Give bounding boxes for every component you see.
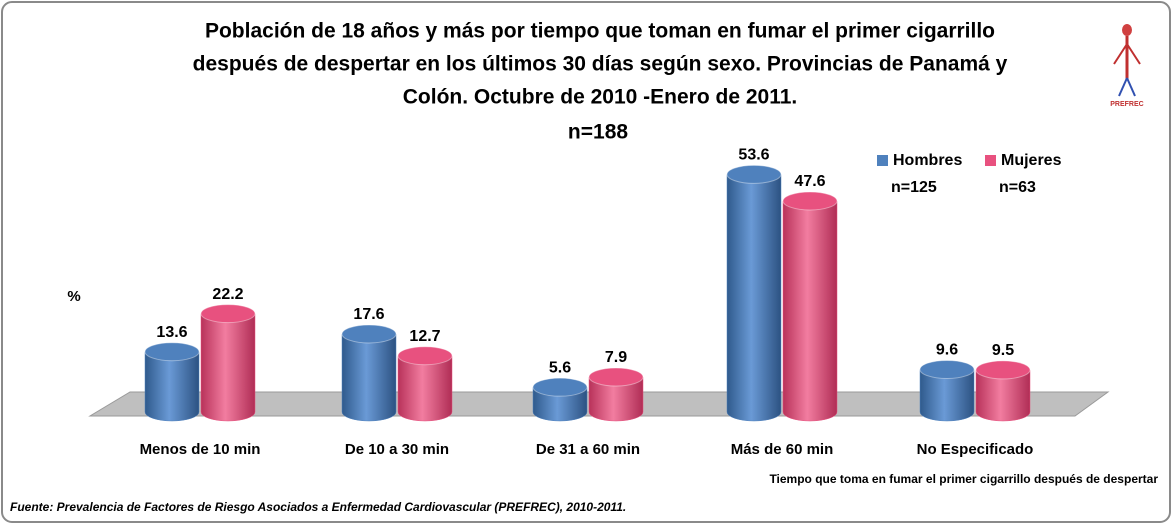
value-label: 17.6: [353, 306, 384, 323]
legend-label: Hombres: [893, 152, 962, 169]
value-label: 7.9: [605, 349, 627, 366]
logo: PREFREC: [1110, 24, 1144, 108]
value-label: 13.6: [156, 324, 187, 341]
bar-top: [397, 346, 453, 366]
legend-label: Mujeres: [1001, 152, 1062, 169]
bar: [975, 369, 1031, 422]
value-label: 53.6: [738, 147, 769, 164]
bar-top: [588, 367, 644, 387]
logo-arm: [1126, 43, 1141, 65]
bar-top: [144, 342, 200, 362]
subtitle: n=188: [568, 121, 628, 144]
legend-note: n=63: [999, 179, 1036, 196]
bar-top: [200, 304, 256, 324]
bar: [341, 333, 397, 422]
logo-text: PREFREC: [1110, 101, 1143, 108]
logo-leg: [1118, 77, 1128, 97]
legend-swatch: [985, 155, 996, 166]
bar-top: [726, 164, 782, 184]
logo-arm: [1113, 43, 1128, 65]
logo-head: [1122, 24, 1132, 36]
logo-leg: [1126, 77, 1136, 97]
bar-top: [919, 359, 975, 379]
source: Fuente: Prevalencia de Factores de Riesg…: [10, 500, 626, 514]
x-axis-label: Tiempo que toma en fumar el primer cigar…: [769, 472, 1158, 486]
bar: [782, 200, 838, 422]
chart-title: Población de 18 años y más por tiempo qu…: [205, 20, 995, 43]
x-tick-label: No Especificado: [917, 441, 1034, 458]
x-tick-label: Menos de 10 min: [140, 441, 261, 458]
bar: [144, 351, 200, 422]
bar: [919, 369, 975, 422]
y-axis-label: %: [67, 288, 80, 305]
bar: [397, 355, 453, 422]
value-label: 9.6: [936, 342, 958, 359]
bar-top: [782, 191, 838, 211]
legend-note: n=125: [891, 179, 937, 196]
value-label: 22.2: [212, 286, 243, 303]
bar: [200, 313, 256, 422]
x-tick-label: De 10 a 30 min: [345, 441, 449, 458]
x-tick-label: De 31 a 60 min: [536, 441, 640, 458]
bar: [588, 376, 644, 422]
chart-title: después de despertar en los últimos 30 d…: [193, 53, 1008, 76]
bar-top: [975, 360, 1031, 380]
x-tick-label: Más de 60 min: [731, 441, 834, 458]
legend-swatch: [877, 155, 888, 166]
bar-top: [532, 377, 588, 397]
value-label: 47.6: [794, 173, 825, 190]
chart-title: Colón. Octubre de 2010 -Enero de 2011.: [403, 86, 797, 109]
value-label: 12.7: [409, 328, 440, 345]
value-label: 5.6: [549, 359, 571, 376]
bar: [726, 174, 782, 422]
value-label: 9.5: [992, 342, 1014, 359]
bar-top: [341, 324, 397, 344]
bar: [532, 386, 588, 422]
